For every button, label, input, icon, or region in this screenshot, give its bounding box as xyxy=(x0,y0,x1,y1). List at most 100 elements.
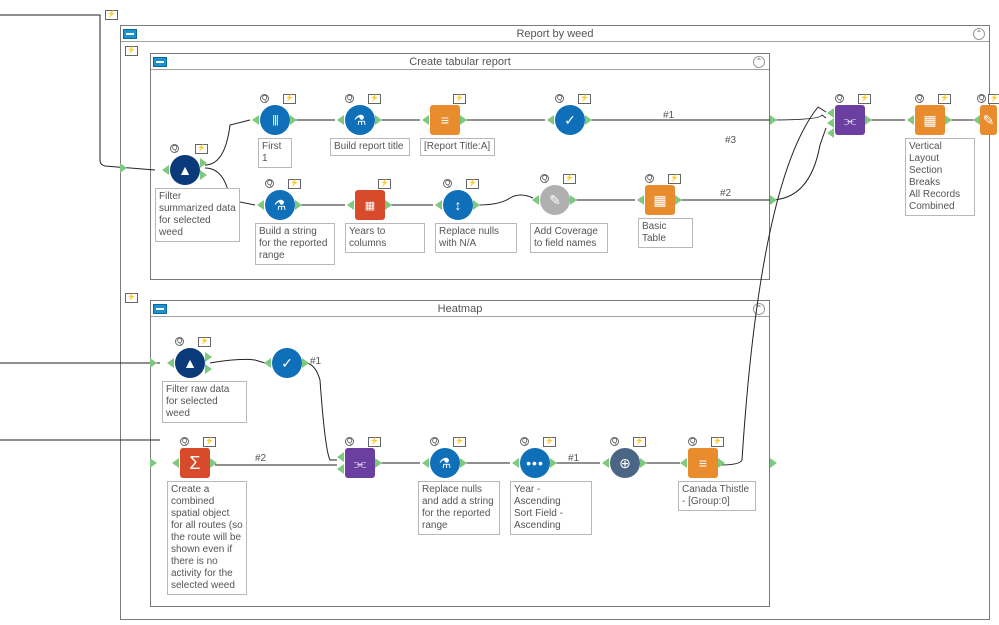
container-output-anchor[interactable] xyxy=(770,195,777,205)
output-anchor[interactable] xyxy=(640,458,647,468)
node-first1[interactable]: ||| xyxy=(260,105,290,135)
input-anchor[interactable] xyxy=(172,458,179,468)
q-badge: Q xyxy=(520,437,529,446)
input-anchor[interactable] xyxy=(637,195,644,205)
node-years-cols[interactable]: ▦ xyxy=(355,190,385,220)
bolt-badge: ⚡ xyxy=(543,437,556,447)
node-label: Vertical Layout Section Breaks All Recor… xyxy=(905,138,975,216)
input-anchor[interactable] xyxy=(167,358,174,368)
input-anchor[interactable] xyxy=(435,200,442,210)
input-anchor[interactable] xyxy=(827,128,834,138)
q-badge: Q xyxy=(977,94,986,103)
node-replace-nulls2[interactable]: ⚗ xyxy=(430,448,460,478)
sort-icon: ••• xyxy=(526,455,544,471)
node-build-title[interactable]: ⚗ xyxy=(345,105,375,135)
input-anchor[interactable] xyxy=(422,115,429,125)
output-anchor[interactable] xyxy=(295,200,302,210)
output-anchor[interactable] xyxy=(945,115,952,125)
input-anchor[interactable] xyxy=(337,115,344,125)
summarize-icon: Σ xyxy=(189,453,200,474)
input-anchor[interactable] xyxy=(547,115,554,125)
node-render[interactable]: ✎ xyxy=(980,105,997,135)
node-canada-thistle[interactable]: ≡ xyxy=(688,448,718,478)
input-anchor[interactable] xyxy=(907,115,914,125)
collapse-icon[interactable]: ⌃ xyxy=(973,28,985,40)
node-basic-table[interactable]: ▦ xyxy=(645,185,675,215)
output-anchor[interactable] xyxy=(290,115,297,125)
input-anchor[interactable] xyxy=(337,452,344,462)
node-sort[interactable]: ••• xyxy=(520,448,550,478)
input-anchor[interactable] xyxy=(973,115,980,125)
node-select2[interactable]: ✓ xyxy=(272,348,302,378)
layout-icon: ▦ xyxy=(923,112,936,129)
bolt-badge: ⚡ xyxy=(453,94,466,104)
output-anchor[interactable] xyxy=(675,195,682,205)
bolt-badge: ⚡ xyxy=(198,337,211,347)
conn-label: #1 xyxy=(663,110,674,121)
node-vertical-layout[interactable]: ▦ xyxy=(915,105,945,135)
output-anchor[interactable] xyxy=(302,358,309,368)
node-label: Replace nulls and add a string for the r… xyxy=(418,481,500,535)
input-anchor[interactable] xyxy=(162,165,169,175)
node-filter-summarized[interactable]: ▲ xyxy=(170,155,200,185)
input-anchor[interactable] xyxy=(827,108,834,118)
input-anchor[interactable] xyxy=(602,458,609,468)
node-union2[interactable]: ⫘ xyxy=(345,448,375,478)
node-filter-raw[interactable]: ▲ xyxy=(175,348,205,378)
output-anchor[interactable] xyxy=(718,458,725,468)
container-input-anchor[interactable] xyxy=(150,358,157,368)
input-anchor[interactable] xyxy=(512,458,519,468)
output-anchor[interactable] xyxy=(550,458,557,468)
bolt-badge: ⚡ xyxy=(633,437,646,447)
q-badge: Q xyxy=(915,94,924,103)
node-label: Year - Ascending Sort Field - Ascending xyxy=(510,481,592,535)
node-replace-nulls1[interactable]: ↕ xyxy=(443,190,473,220)
input-anchor[interactable] xyxy=(347,200,354,210)
node-label: Filter summarized data for selected weed xyxy=(155,188,240,242)
output-anchor[interactable] xyxy=(865,115,872,125)
output-anchor[interactable] xyxy=(375,458,382,468)
node-build-string[interactable]: ⚗ xyxy=(265,190,295,220)
input-anchor[interactable] xyxy=(827,118,834,128)
output-anchor[interactable] xyxy=(460,115,467,125)
input-anchor[interactable] xyxy=(680,458,687,468)
output-anchor[interactable] xyxy=(200,170,207,180)
output-anchor[interactable] xyxy=(570,195,577,205)
node-label: Replace nulls with N/A xyxy=(435,223,517,253)
container-input-anchor[interactable] xyxy=(120,163,127,173)
container-output-anchor[interactable] xyxy=(770,458,777,468)
output-anchor[interactable] xyxy=(460,458,467,468)
input-anchor[interactable] xyxy=(532,195,539,205)
node-label: Basic Table xyxy=(638,218,693,248)
conn-label: #1 xyxy=(310,356,321,367)
container-input-anchor[interactable] xyxy=(150,458,157,468)
output-anchor[interactable] xyxy=(210,458,217,468)
input-anchor[interactable] xyxy=(257,200,264,210)
q-badge: Q xyxy=(610,437,619,446)
input-anchor[interactable] xyxy=(337,464,344,474)
output-anchor[interactable] xyxy=(385,200,392,210)
container-icon xyxy=(153,57,167,67)
node-report-title[interactable]: ≡ xyxy=(430,105,460,135)
output-anchor[interactable] xyxy=(375,115,382,125)
output-anchor[interactable] xyxy=(205,352,212,362)
input-anchor[interactable] xyxy=(422,458,429,468)
input-anchor[interactable] xyxy=(252,115,259,125)
table-icon: ▦ xyxy=(653,192,666,209)
bolt-badge: ⚡ xyxy=(288,179,301,189)
output-anchor[interactable] xyxy=(585,115,592,125)
container-icon xyxy=(123,29,137,39)
node-select[interactable]: ✓ xyxy=(555,105,585,135)
container-output-anchor[interactable] xyxy=(770,115,777,125)
output-anchor[interactable] xyxy=(205,364,212,374)
node-map[interactable]: ⊕ xyxy=(610,448,640,478)
node-create-spatial[interactable]: Σ xyxy=(180,448,210,478)
output-anchor[interactable] xyxy=(200,158,207,168)
output-anchor[interactable] xyxy=(473,200,480,210)
collapse-icon[interactable]: ⌃ xyxy=(753,56,765,68)
input-anchor[interactable] xyxy=(264,358,271,368)
node-add-coverage[interactable]: ✎ xyxy=(540,185,570,215)
q-badge: Q xyxy=(260,94,269,103)
collapse-icon[interactable]: ⌃ xyxy=(753,303,765,315)
node-union[interactable]: ⫘ xyxy=(835,105,865,135)
